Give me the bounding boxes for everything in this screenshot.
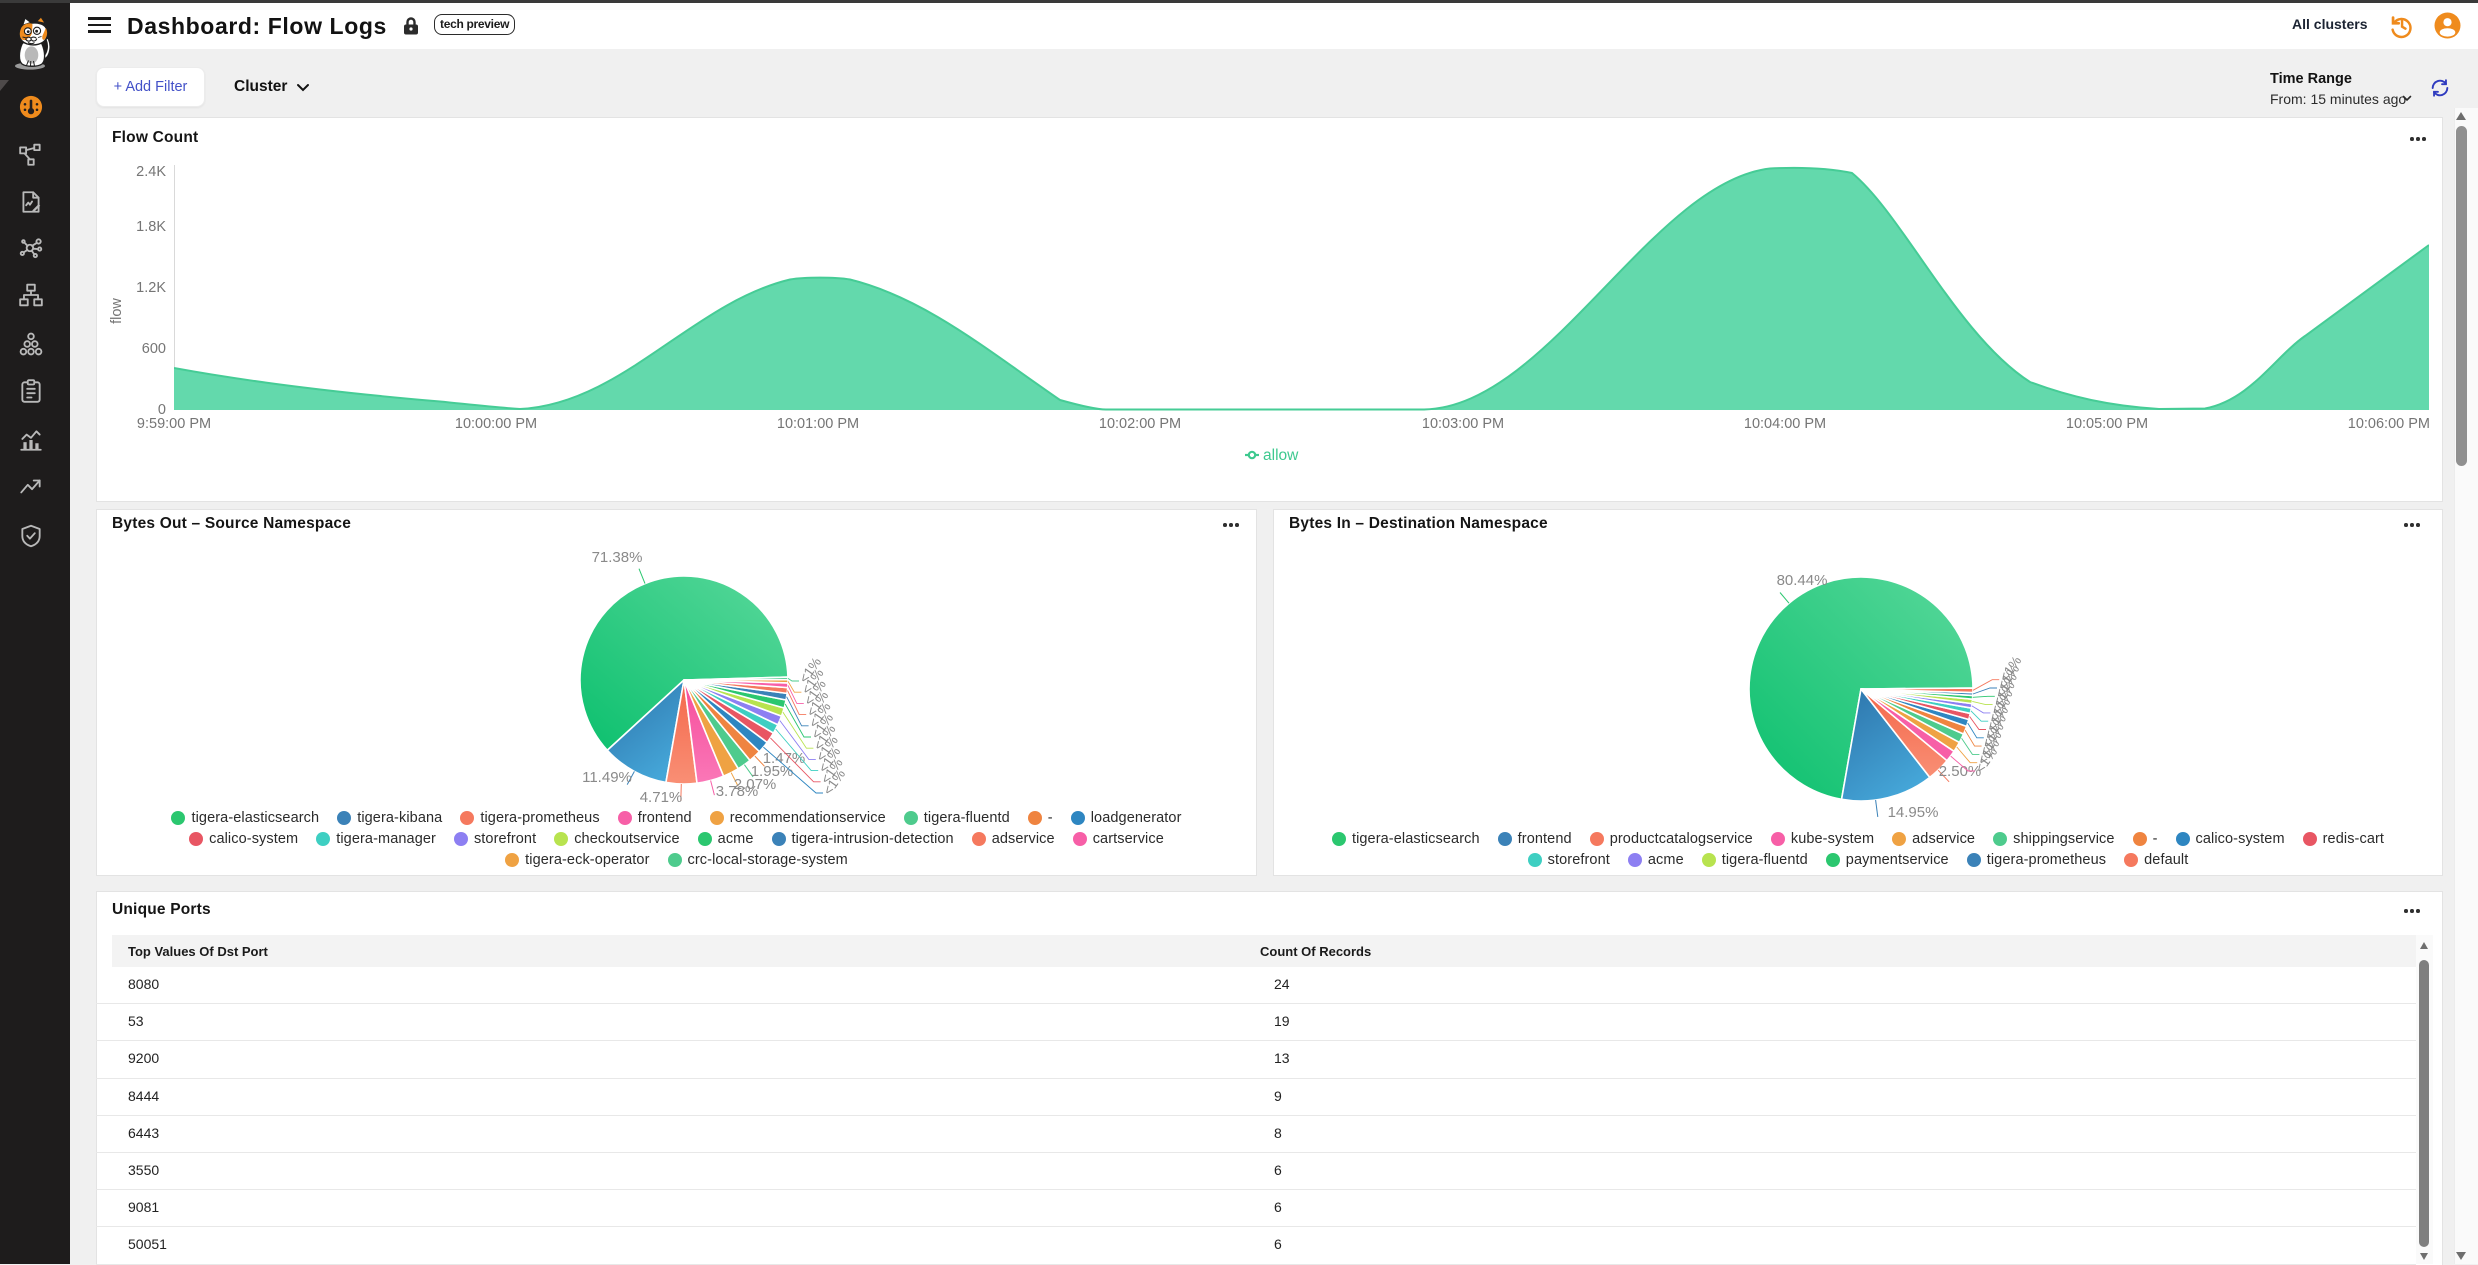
- svg-text:2.50%: 2.50%: [1939, 763, 1982, 780]
- svg-text:4.71%: 4.71%: [640, 789, 683, 806]
- svg-text:80.44%: 80.44%: [1777, 572, 1828, 589]
- svg-text:71.38%: 71.38%: [592, 549, 643, 566]
- svg-text:2.07%: 2.07%: [734, 776, 777, 793]
- svg-text:3.78%: 3.78%: [716, 783, 759, 800]
- svg-text:11.49%: 11.49%: [582, 769, 632, 786]
- svg-text:1.95%: 1.95%: [751, 763, 794, 780]
- svg-text:14.95%: 14.95%: [1888, 804, 1939, 821]
